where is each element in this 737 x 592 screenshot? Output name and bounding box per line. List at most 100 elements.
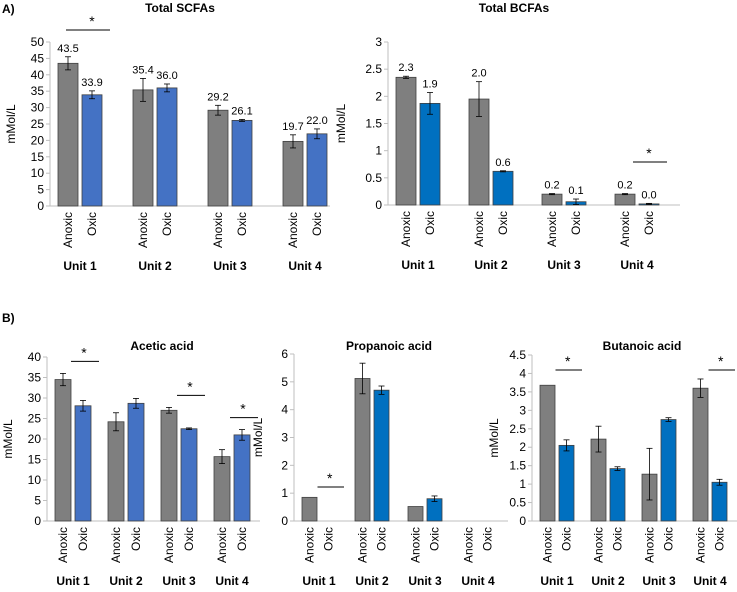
total-bcfas-significance-star: *	[646, 145, 652, 161]
acetic-acid-bar-oxic	[180, 428, 198, 522]
total-scfas-bar-oxic	[306, 133, 328, 207]
butanoic-acid-ylabel: mMol/L	[487, 418, 501, 458]
acetic-acid-condition-label: Anoxic	[215, 527, 229, 563]
total-bcfas-data-label: 0.2	[617, 180, 632, 192]
butanoic-acid-bar-oxic	[558, 444, 575, 522]
propanoic-acid-condition-label: Oxic	[322, 527, 336, 551]
total-bcfas-condition-label: Anoxic	[545, 211, 559, 247]
total-bcfas-title: Total BCFAs	[479, 1, 550, 15]
propanoic-acid-y-tick-label: 4	[281, 403, 288, 417]
total-scfas-condition-label: Oxic	[160, 212, 174, 236]
total-scfas-data-label: 22.0	[306, 115, 327, 127]
butanoic-acid-y-tick-label: 4.5	[509, 348, 526, 362]
total-scfas-bar-oxic	[231, 119, 253, 207]
total-bcfas-condition-label: Anoxic	[399, 211, 413, 247]
total-bcfas-y-tick-label: 1	[375, 144, 382, 158]
acetic-acid-y-tick-label: 30	[28, 391, 42, 405]
total-scfas-category-label: Unit 1	[63, 259, 97, 273]
total-bcfas-bar-anoxic	[614, 193, 636, 206]
butanoic-acid-bar-oxic	[660, 419, 677, 522]
propanoic-acid-condition-label: Anoxic	[303, 527, 317, 563]
panel-label-a: A)	[2, 2, 15, 16]
total-bcfas-condition-label: Oxic	[423, 211, 437, 235]
propanoic-acid-bar-oxic	[426, 498, 443, 522]
butanoic-acid-y-tick-label: 1	[519, 477, 526, 491]
propanoic-acid-condition-label: Anoxic	[356, 527, 370, 563]
total-bcfas-condition-label: Anoxic	[472, 211, 486, 247]
butanoic-acid-category-label: Unit 1	[540, 574, 574, 588]
total-scfas-category-label: Unit 4	[288, 259, 322, 273]
butanoic-acid-bar-anoxic	[692, 387, 709, 522]
propanoic-acid-y-tick-label: 3	[281, 431, 288, 445]
total-scfas-category-label: Unit 2	[138, 259, 172, 273]
total-scfas-y-tick-label: 5	[37, 183, 44, 197]
acetic-acid-category-label: Unit 3	[162, 574, 196, 588]
acetic-acid-y-tick-label: 35	[28, 371, 42, 385]
acetic-acid-bar-anoxic	[54, 379, 72, 522]
total-bcfas-data-label: 0.0	[641, 189, 656, 201]
total-bcfas-bar-oxic	[492, 170, 514, 206]
butanoic-acid-condition-label: Oxic	[713, 527, 727, 551]
total-scfas-y-tick-label: 35	[31, 84, 45, 98]
butanoic-acid-bar-anoxic	[539, 384, 556, 522]
acetic-acid-bar-anoxic	[107, 421, 125, 522]
propanoic-acid-category-label: Unit 1	[302, 574, 336, 588]
total-scfas-bar-oxic	[156, 87, 178, 207]
butanoic-acid-condition-label: Anoxic	[643, 527, 657, 563]
butanoic-acid-condition-label: Oxic	[662, 527, 676, 551]
total-scfas-condition-label: Oxic	[235, 212, 249, 236]
propanoic-acid-category-label: Unit 2	[355, 574, 389, 588]
total-bcfas-y-tick-label: 2	[375, 89, 382, 103]
acetic-acid-category-label: Unit 1	[56, 574, 90, 588]
acetic-acid-ylabel: mMol/L	[1, 419, 15, 459]
propanoic-acid-category-label: Unit 4	[461, 574, 495, 588]
propanoic-acid-condition-label: Anoxic	[462, 527, 476, 563]
total-scfas-y-tick-label: 0	[37, 199, 44, 213]
propanoic-acid-condition-label: Anoxic	[409, 527, 423, 563]
total-bcfas-y-tick-label: 1.5	[365, 117, 382, 131]
propanoic-acid-bar-anoxic	[407, 506, 424, 522]
total-scfas-condition-label: Anoxic	[286, 212, 300, 248]
total-bcfas-data-label: 0.1	[568, 185, 583, 197]
butanoic-acid-y-tick-label: 1.5	[509, 459, 526, 473]
butanoic-acid-y-tick-label: 2	[519, 440, 526, 454]
total-bcfas-data-label: 0.2	[544, 180, 559, 192]
acetic-acid-condition-label: Oxic	[235, 527, 249, 551]
total-scfas-title: Total SCFAs	[145, 1, 215, 15]
propanoic-acid-condition-label: Oxic	[428, 527, 442, 551]
panel-label-b: B)	[2, 311, 15, 325]
acetic-acid-significance-star: *	[187, 378, 193, 394]
total-scfas-data-label: 35.4	[132, 64, 153, 76]
propanoic-acid-bar-anoxic	[354, 378, 371, 522]
total-scfas-y-tick-label: 25	[31, 117, 45, 131]
total-scfas-data-label: 43.5	[57, 43, 78, 55]
total-scfas-y-tick-label: 45	[31, 51, 45, 65]
acetic-acid-condition-label: Anoxic	[109, 527, 123, 563]
butanoic-acid-condition-label: Oxic	[611, 527, 625, 551]
acetic-acid-significance-star: *	[81, 344, 87, 360]
total-bcfas-category-label: Unit 4	[620, 258, 654, 272]
total-scfas-data-label: 33.9	[81, 77, 102, 89]
butanoic-acid-bar-oxic	[711, 481, 728, 522]
total-scfas-condition-label: Oxic	[85, 212, 99, 236]
butanoic-acid-condition-label: Oxic	[560, 527, 574, 551]
acetic-acid-significance-star: *	[240, 401, 246, 417]
butanoic-acid-y-tick-label: 3	[519, 403, 526, 417]
propanoic-acid-condition-label: Oxic	[481, 527, 495, 551]
total-bcfas-condition-label: Oxic	[642, 211, 656, 235]
butanoic-acid-bar-oxic	[609, 468, 626, 522]
acetic-acid-condition-label: Anoxic	[162, 527, 176, 563]
total-scfas-condition-label: Anoxic	[136, 212, 150, 248]
total-bcfas-bar-oxic	[419, 102, 441, 206]
total-scfas-y-tick-label: 10	[31, 166, 45, 180]
total-scfas-data-label: 36.0	[156, 70, 177, 82]
acetic-acid-y-tick-label: 20	[28, 432, 42, 446]
butanoic-acid-condition-label: Anoxic	[592, 527, 606, 563]
acetic-acid-title: Acetic acid	[130, 339, 193, 353]
total-scfas-data-label: 29.2	[207, 91, 228, 103]
total-bcfas-y-tick-label: 3	[375, 35, 382, 49]
acetic-acid-category-label: Unit 4	[215, 574, 249, 588]
total-scfas-y-tick-label: 15	[31, 150, 45, 164]
total-scfas-bar-oxic	[81, 94, 103, 207]
acetic-acid-bar-anoxic	[160, 409, 178, 522]
